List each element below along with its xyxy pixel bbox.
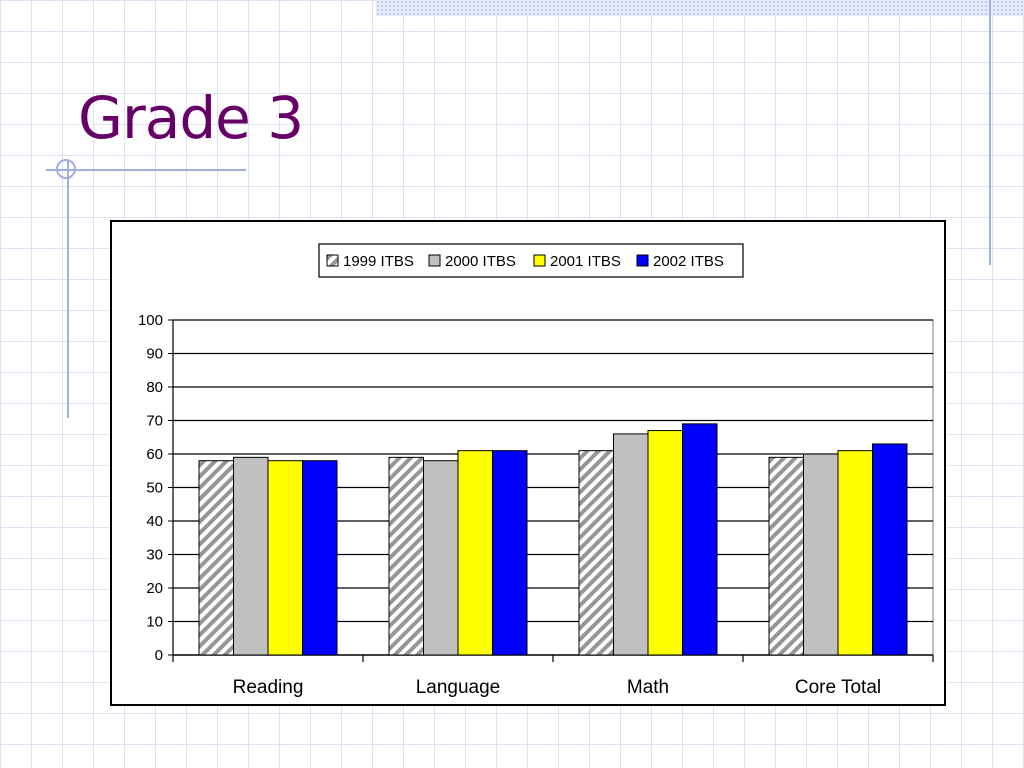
y-tick-label: 40 — [146, 513, 163, 530]
top-decor-band — [376, 0, 1024, 16]
legend-swatch-4 — [636, 254, 649, 267]
bar-1-2 — [388, 456, 424, 656]
y-tick-label: 30 — [146, 547, 163, 564]
decor-vertical-line-left — [67, 160, 69, 418]
x-category-label: Language — [416, 677, 501, 698]
x-category-label: Reading — [233, 677, 304, 698]
bar-1-4 — [768, 456, 804, 656]
x-category-label: Core Total — [795, 677, 881, 698]
bar-3-4 — [837, 450, 873, 656]
y-tick-label: 0 — [155, 647, 163, 664]
legend-label-1: 1999 ITBS — [343, 253, 414, 270]
legend-label-4: 2002 ITBS — [653, 253, 724, 270]
bar-4-4 — [872, 443, 908, 656]
y-tick-label: 70 — [146, 413, 163, 430]
bar-3-3 — [647, 430, 683, 656]
bar-chart: 0 10 20 30 40 50 60 70 80 90 100 Reading Language Mat… — [138, 243, 934, 698]
bar-3-2 — [457, 450, 493, 656]
bar-2-4 — [803, 453, 839, 656]
bar-4-3 — [682, 423, 718, 656]
legend-swatch-3 — [533, 254, 546, 267]
chart-frame: 0 10 20 30 40 50 60 70 80 90 100 Reading Language Mat… — [110, 220, 946, 706]
bar-2-2 — [423, 460, 459, 656]
legend-label-2: 2000 ITBS — [445, 253, 516, 270]
y-tick-label: 20 — [146, 580, 163, 597]
y-tick-label: 90 — [146, 346, 163, 363]
legend-label-3: 2001 ITBS — [550, 253, 621, 270]
decor-horizontal-line — [46, 169, 246, 171]
bar-4-2 — [492, 450, 528, 656]
bar-1-3 — [578, 450, 614, 656]
decor-vertical-line-right — [989, 0, 991, 265]
x-category-label: Math — [627, 677, 669, 698]
legend-box — [318, 243, 744, 278]
y-tick-label: 50 — [146, 480, 163, 497]
bar-2-1 — [233, 456, 269, 656]
decor-circle — [56, 159, 76, 179]
bar-1-1 — [198, 460, 234, 656]
bar-3-1 — [267, 460, 303, 656]
y-tick-label: 80 — [146, 379, 163, 396]
bar-2-3 — [613, 433, 649, 656]
y-tick-label: 60 — [146, 446, 163, 463]
y-tick-label: 100 — [138, 312, 163, 329]
legend-swatch-2 — [428, 254, 441, 267]
legend-swatch-1 — [326, 254, 339, 267]
bar-4-1 — [302, 460, 338, 656]
slide-title: Grade 3 — [78, 84, 304, 152]
y-tick-label: 10 — [146, 614, 163, 631]
